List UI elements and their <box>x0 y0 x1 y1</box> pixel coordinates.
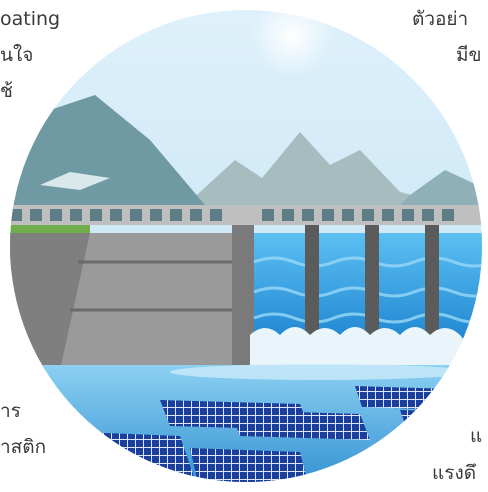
near-mountain <box>10 95 240 225</box>
text-top-right-1: ตัวอย่า <box>412 8 469 30</box>
rail-windows <box>10 209 454 221</box>
far-mountain <box>175 132 470 225</box>
text-bottom-right-2: แรงดึ <box>432 462 477 484</box>
text-bottom-right-1: แ <box>470 425 483 447</box>
dam-end-block <box>232 225 254 370</box>
text-top-left-2: นใจ <box>0 44 34 66</box>
foam <box>250 327 482 370</box>
text-top-right-2: มีข <box>456 44 482 66</box>
text-top-left-3: ช้ <box>0 80 13 102</box>
text-bottom-left-1: าร <box>0 400 21 422</box>
text-bottom-left-2: าสติก <box>0 436 47 458</box>
text-top-left-1: oating <box>0 8 61 30</box>
spillway-pillars <box>305 225 439 343</box>
green-ledge <box>10 225 90 233</box>
mountain-snow <box>40 172 110 190</box>
